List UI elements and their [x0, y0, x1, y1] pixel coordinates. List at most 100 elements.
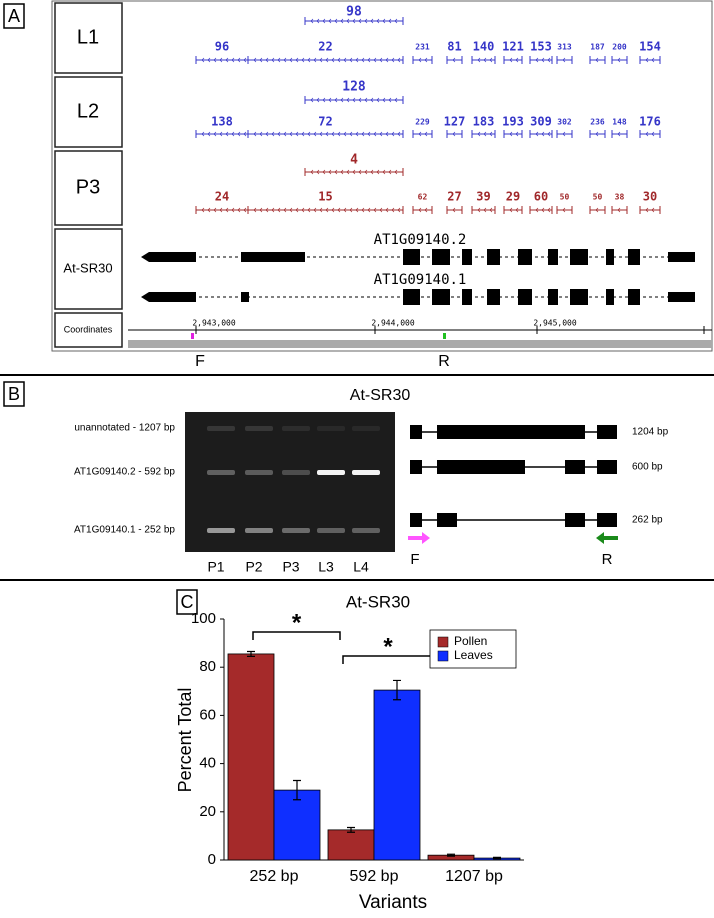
- junction-chevron: [541, 131, 545, 137]
- gel-band: [207, 528, 235, 533]
- junction-chevron: [595, 207, 599, 213]
- junction-chevron: [385, 207, 389, 213]
- primer-label: R: [438, 353, 450, 370]
- product-exon: [597, 425, 617, 439]
- junction-chevron: [385, 131, 389, 137]
- lane-label: P1: [207, 559, 224, 575]
- junction-chevron: [452, 57, 456, 63]
- junction-chevron: [645, 57, 649, 63]
- junction-count: 96: [215, 40, 229, 54]
- junction-count: 50: [593, 193, 603, 202]
- gel-band: [207, 426, 235, 431]
- junction-chevron: [322, 169, 326, 175]
- junction-chevron: [651, 131, 655, 137]
- panel-label-box: [176, 589, 198, 615]
- junction-chevron: [617, 131, 621, 137]
- junction-chevron: [337, 207, 341, 213]
- exon: [141, 252, 196, 262]
- junction-chevron: [562, 131, 566, 137]
- junction-chevron: [225, 131, 229, 137]
- track-label-box: [54, 312, 123, 348]
- exon: [628, 289, 640, 305]
- exon: [487, 249, 500, 265]
- exon: [241, 252, 305, 262]
- junction-chevron: [535, 131, 539, 137]
- junction-count: 60: [534, 190, 548, 204]
- junction-chevron: [295, 207, 299, 213]
- junction-chevron: [651, 207, 655, 213]
- junction-chevron: [310, 97, 314, 103]
- junction-chevron: [237, 131, 241, 137]
- junction-chevron: [376, 97, 380, 103]
- band-label: AT1G09140.2 - 592 bp: [74, 467, 175, 478]
- junction-chevron: [541, 57, 545, 63]
- junction-chevron: [225, 57, 229, 63]
- junction-count: 313: [557, 43, 572, 52]
- junction-count: 187: [590, 43, 605, 52]
- junction-chevron: [283, 207, 287, 213]
- junction-count: 229: [415, 118, 430, 127]
- junction-chevron: [352, 169, 356, 175]
- junction-chevron: [313, 131, 317, 137]
- error-bar: [447, 853, 455, 857]
- junction-count: 30: [643, 190, 657, 204]
- lane-label: P3: [282, 559, 299, 575]
- exon: [606, 289, 614, 305]
- junction-chevron: [243, 57, 247, 63]
- junction-chevron: [349, 207, 353, 213]
- exon: [403, 289, 420, 305]
- junction-chevron: [547, 57, 551, 63]
- junction-chevron: [452, 131, 456, 137]
- product-size: 600 bp: [632, 462, 663, 473]
- junction-chevron: [310, 169, 314, 175]
- exon: [462, 289, 472, 305]
- junction-chevron: [343, 207, 347, 213]
- junction-count: 72: [318, 115, 332, 129]
- junction-chevron: [397, 57, 401, 63]
- junction-count: 176: [639, 115, 661, 129]
- junction-chevron: [370, 169, 374, 175]
- junction-chevron: [283, 57, 287, 63]
- junction-count: 309: [530, 115, 552, 129]
- junction-chevron: [328, 97, 332, 103]
- primer-arrow: [596, 532, 618, 544]
- x-axis-label: Variants: [359, 892, 427, 913]
- junction-chevron: [271, 57, 275, 63]
- junction-chevron: [346, 169, 350, 175]
- junction-chevron: [364, 18, 368, 24]
- junction-chevron: [213, 131, 217, 137]
- junction-chevron: [219, 57, 223, 63]
- y-tick-label: 80: [199, 658, 216, 675]
- junction-chevron: [352, 97, 356, 103]
- junction-count: 81: [447, 40, 461, 54]
- junction-count: 62: [418, 193, 428, 202]
- significance-star: *: [292, 609, 302, 636]
- junction-chevron: [355, 131, 359, 137]
- junction-chevron: [277, 207, 281, 213]
- junction-chevron: [325, 57, 329, 63]
- error-bar: [347, 826, 355, 833]
- junction-chevron: [201, 207, 205, 213]
- product-exon: [410, 513, 422, 527]
- exon: [570, 289, 588, 305]
- exon: [668, 252, 695, 262]
- junction-chevron: [397, 131, 401, 137]
- junction-chevron: [483, 131, 487, 137]
- gel-band: [245, 470, 273, 475]
- error-bar: [247, 650, 255, 657]
- product-exon: [410, 425, 422, 439]
- product-size: 262 bp: [632, 515, 663, 526]
- junction-chevron: [340, 97, 344, 103]
- junction-count: 98: [346, 5, 362, 20]
- junction-chevron: [259, 207, 263, 213]
- junction-chevron: [373, 207, 377, 213]
- junction-chevron: [541, 207, 545, 213]
- junction-chevron: [349, 131, 353, 137]
- coordinate-label: 2,944,000: [371, 319, 415, 328]
- junction-chevron: [595, 131, 599, 137]
- junction-chevron: [322, 97, 326, 103]
- gel-band: [282, 426, 310, 431]
- exon: [432, 249, 450, 265]
- coordinate-label: 2,943,000: [192, 319, 236, 328]
- junction-chevron: [265, 207, 269, 213]
